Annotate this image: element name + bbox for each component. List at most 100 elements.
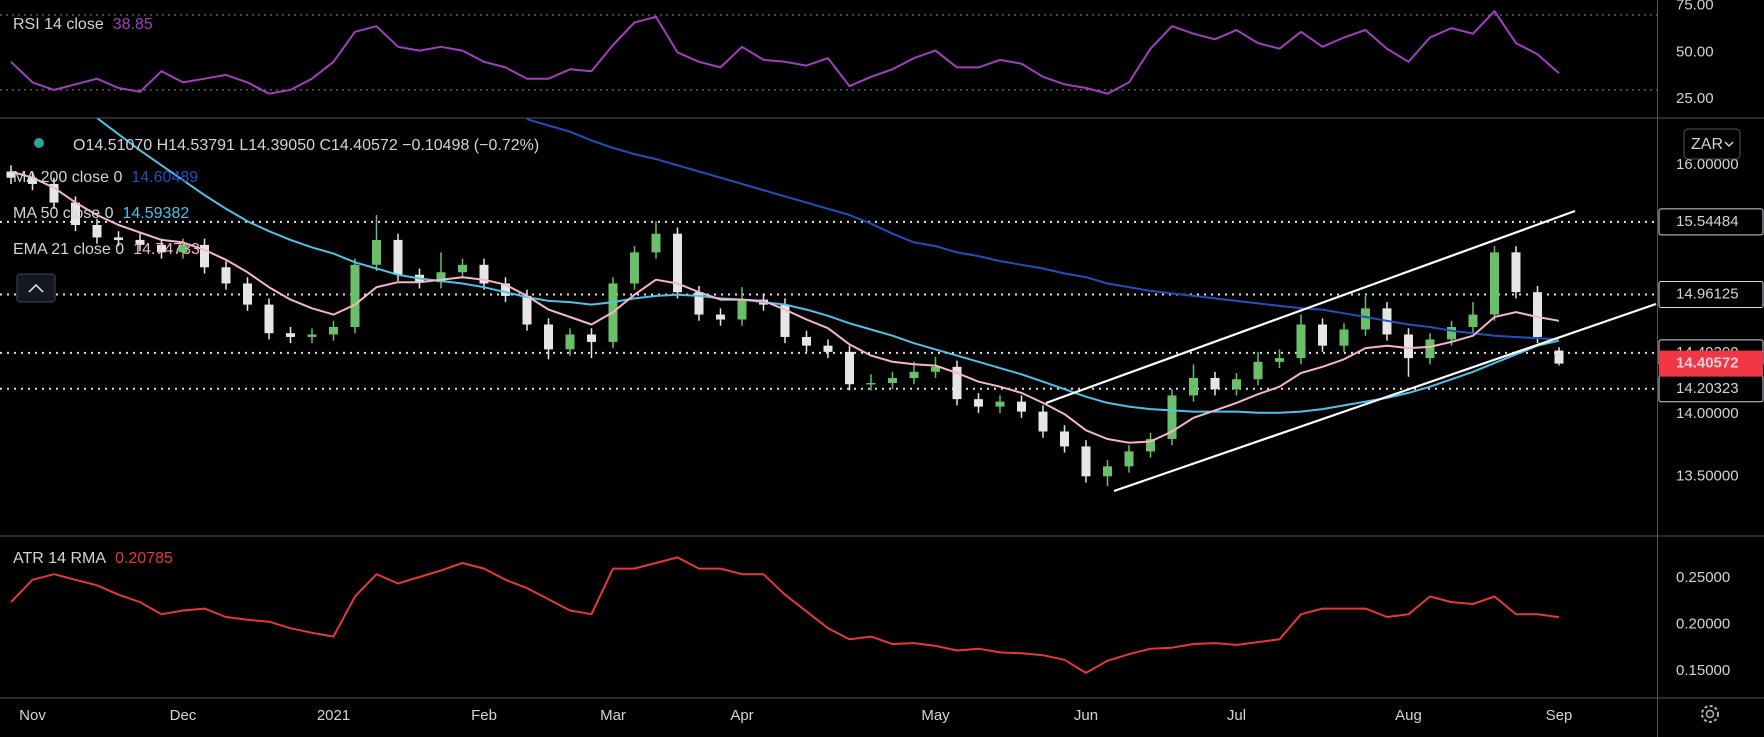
candle-body <box>780 304 790 337</box>
y-tick-label: 25.00 <box>1676 90 1714 107</box>
legend-name: RSI 14 close <box>13 16 104 33</box>
candle-body <box>1447 327 1456 340</box>
chevron[interactable] <box>1724 141 1734 147</box>
y-tick-label: 0.25000 <box>1676 569 1730 586</box>
candle-body <box>350 264 360 327</box>
legend-value: 0.20785 <box>115 550 173 567</box>
collapse-button[interactable] <box>16 273 56 303</box>
legend-entry: RSI 14 close 38.85 <box>13 16 153 33</box>
button-frame[interactable] <box>1683 128 1741 160</box>
candle-body <box>6 171 16 178</box>
candle-body <box>1296 324 1306 359</box>
candle-body <box>1511 252 1521 293</box>
button-icon[interactable] <box>28 283 44 293</box>
candle-body <box>307 334 317 337</box>
candle-body <box>931 366 940 372</box>
currency-button[interactable]: ZAR <box>1683 128 1741 160</box>
pane <box>0 10 1657 95</box>
candle-body <box>716 314 725 320</box>
legend-entry: EMA 21 close 0 14.74733 <box>13 241 200 258</box>
candle-body <box>372 239 381 265</box>
candle-body <box>436 272 446 283</box>
button-frame[interactable] <box>16 273 56 303</box>
y-tick-label: 14.00000 <box>1676 405 1739 422</box>
legend-value: 14.59382 <box>123 205 190 222</box>
trendline <box>1113 302 1657 493</box>
legend-name: MA 50 close 0 <box>13 205 114 222</box>
candle-body <box>1189 378 1198 396</box>
legend-value: 38.85 <box>113 16 153 33</box>
gear[interactable] <box>1701 705 1719 723</box>
candle-body <box>157 244 166 253</box>
x-tick-label: Sep <box>1546 707 1573 724</box>
legend-entry: ATR 14 RMA 0.20785 <box>13 550 173 567</box>
candle-body <box>1404 334 1413 359</box>
x-tick-label: May <box>921 707 950 724</box>
candle-body <box>1038 411 1048 432</box>
x-tick-label: Jul <box>1227 707 1246 724</box>
candle-body <box>221 267 231 284</box>
indicator-line <box>96 118 1560 414</box>
candle-body <box>264 304 274 334</box>
y-tick-label: 0.20000 <box>1676 615 1730 632</box>
candle-body <box>28 177 37 184</box>
last-price-box <box>1659 350 1763 377</box>
candle-body <box>802 336 811 346</box>
currency-label[interactable]: ZAR <box>1691 136 1723 153</box>
candle-body <box>995 401 1005 407</box>
candle-body <box>737 299 747 320</box>
candle-body <box>1081 446 1091 477</box>
indicator-line <box>10 170 1560 444</box>
x-tick-label: Dec <box>170 707 197 724</box>
candle-body <box>1533 292 1542 337</box>
candle-body <box>1253 361 1263 380</box>
candle-body <box>1425 339 1435 359</box>
legend-entry: MA 50 close 0 14.59382 <box>13 205 189 222</box>
legend-name: MA 200 close 0 <box>13 169 123 186</box>
legend-name: EMA 21 close 0 <box>13 241 124 258</box>
ohlc-legend: O14.51070 H14.53791 L14.39050 C14.40572 … <box>73 137 539 154</box>
candle-body <box>952 366 962 400</box>
candle-body <box>565 334 575 350</box>
legend-entry: MA 200 close 0 14.60489 <box>13 169 198 186</box>
level-label-box <box>1658 280 1764 308</box>
trendline <box>1045 209 1576 405</box>
status-dot <box>34 138 44 148</box>
settings-button[interactable] <box>1701 705 1719 723</box>
candle-body <box>1554 350 1564 364</box>
gear-hub[interactable] <box>1705 709 1715 719</box>
x-tick-label: Nov <box>19 707 46 724</box>
candle-body <box>286 333 295 337</box>
candle-body <box>135 239 145 245</box>
candle-body <box>1468 314 1478 327</box>
candle-body <box>1146 438 1155 452</box>
candle-body <box>1361 308 1370 330</box>
candle-body <box>909 371 919 379</box>
candle-body <box>479 264 489 284</box>
candle-body <box>651 233 661 253</box>
x-tick-label: Jun <box>1074 707 1098 724</box>
channel <box>1045 209 1657 493</box>
x-tick-label: Apr <box>730 707 753 724</box>
level-label-box <box>1658 208 1764 236</box>
candle-body <box>1318 324 1327 346</box>
candle-body <box>866 382 876 385</box>
x-tick-label: Feb <box>471 707 497 724</box>
candle-body <box>974 399 983 407</box>
candle-body <box>92 224 102 238</box>
candle-body <box>522 295 532 325</box>
candle-body <box>630 252 639 284</box>
candle-body <box>587 334 596 342</box>
level-label: 14.20323 <box>1676 380 1739 397</box>
level-label: 14.96125 <box>1676 285 1739 302</box>
level-label: 15.54484 <box>1676 213 1739 230</box>
candle-body <box>1167 395 1177 439</box>
candle-body <box>1124 451 1134 467</box>
candle-body <box>694 292 704 315</box>
candle-body <box>200 244 209 268</box>
candle-body <box>393 239 403 275</box>
